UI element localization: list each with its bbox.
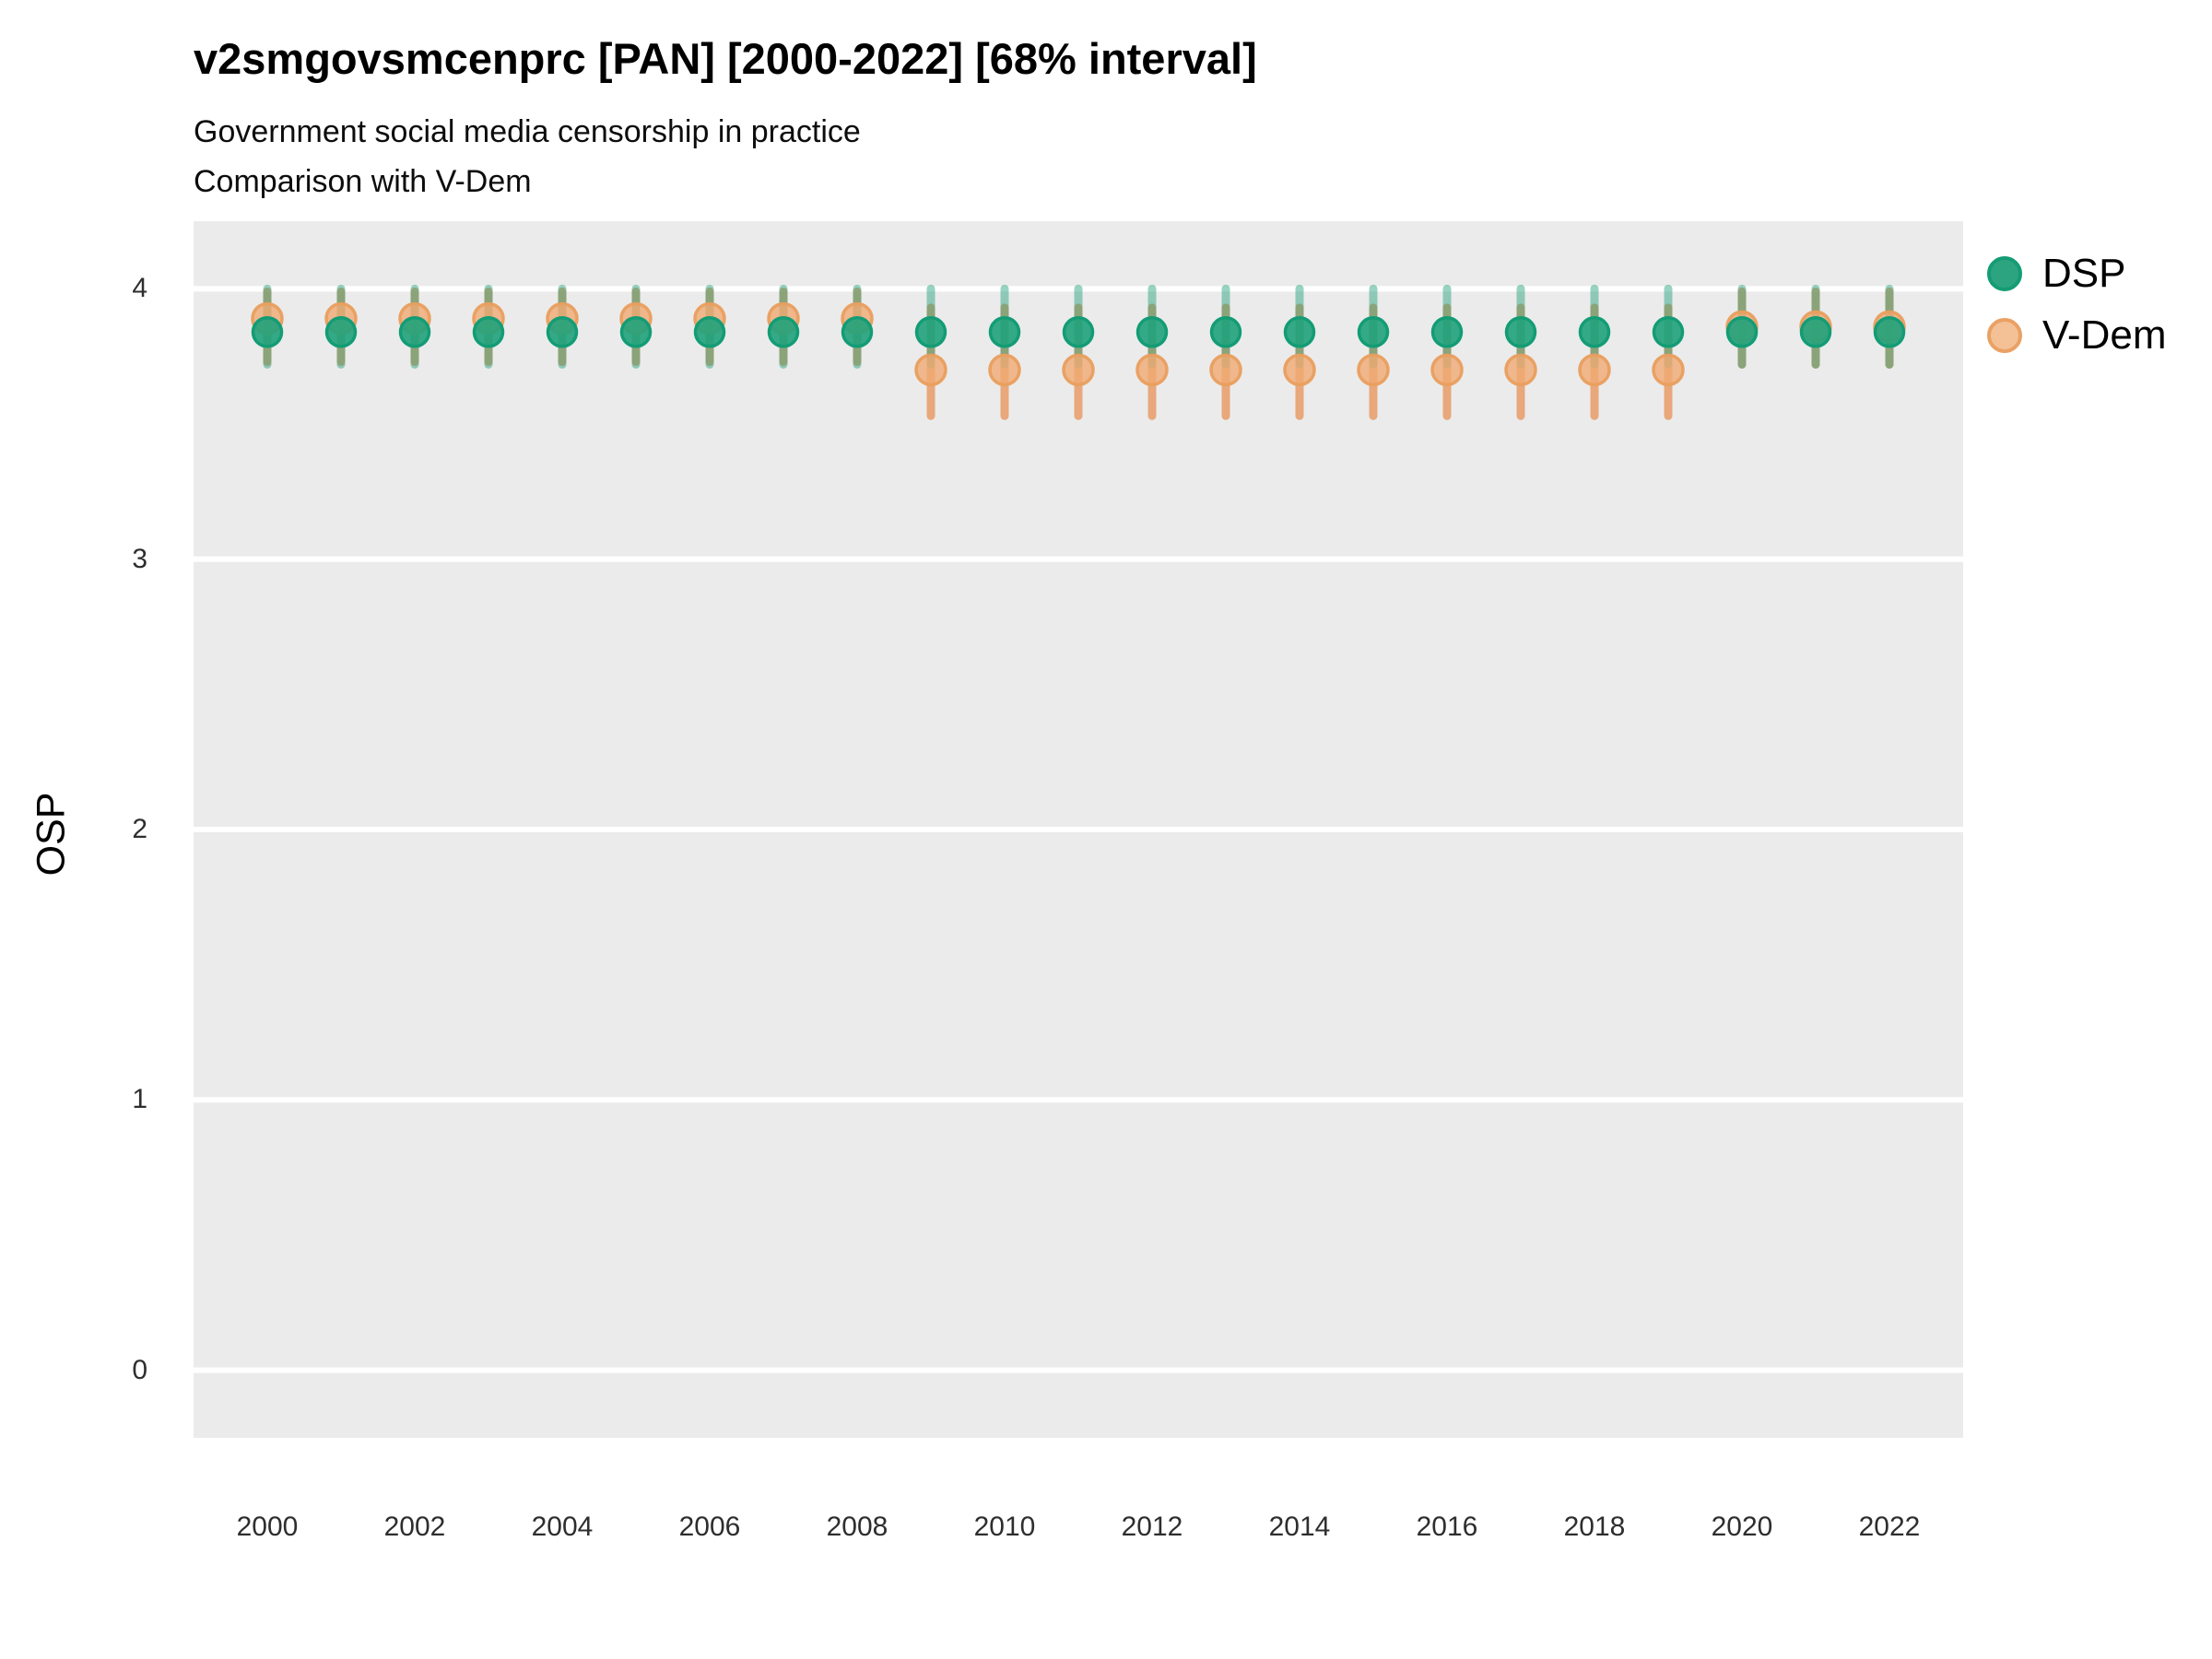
dsp-point-2008 <box>841 316 874 348</box>
dsp-point-2005 <box>619 316 653 348</box>
dsp-point-2003 <box>472 316 505 348</box>
chart-subtitle-line1: Government social media censorship in pr… <box>194 114 861 149</box>
x-tick-label-2002: 2002 <box>383 1512 446 1542</box>
dsp-point-2018 <box>1578 316 1611 348</box>
vdem-point-2013 <box>1209 353 1242 387</box>
y-tick-label-3: 3 <box>132 543 147 574</box>
legend-item-dsp: DSP <box>1987 251 2166 297</box>
y-tick-label-4: 4 <box>132 273 147 304</box>
vdem-point-2018 <box>1578 353 1611 387</box>
dsp-point-2013 <box>1209 316 1242 348</box>
dsp-point-2007 <box>767 316 800 348</box>
dsp-point-2021 <box>1799 316 1832 348</box>
vdem-point-2009 <box>914 353 947 387</box>
vdem-point-2014 <box>1283 353 1316 387</box>
dsp-point-2001 <box>324 316 358 348</box>
dsp-point-2012 <box>1135 316 1169 348</box>
vdem-point-2016 <box>1430 353 1464 387</box>
plot-area-svg <box>194 284 1963 1373</box>
dsp-point-2015 <box>1357 316 1390 348</box>
dsp-point-2002 <box>398 316 431 348</box>
dsp-point-2019 <box>1652 316 1685 348</box>
dsp-point-2022 <box>1873 316 1906 348</box>
x-tick-label-2016: 2016 <box>1416 1512 1478 1542</box>
vdem-point-2019 <box>1652 353 1685 387</box>
dsp-point-2014 <box>1283 316 1316 348</box>
dsp-point-2020 <box>1725 316 1759 348</box>
legend-label-vdem: V-Dem <box>2042 312 2167 358</box>
x-tick-label-2006: 2006 <box>678 1512 741 1542</box>
vdem-point-2012 <box>1135 353 1169 387</box>
x-tick-label-2008: 2008 <box>826 1512 888 1542</box>
vdem-point-2011 <box>1062 353 1095 387</box>
x-tick-label-2004: 2004 <box>531 1512 594 1542</box>
dsp-legend-dot-icon <box>1987 256 2022 291</box>
dsp-point-2006 <box>693 316 726 348</box>
x-tick-label-2014: 2014 <box>1268 1512 1331 1542</box>
dsp-point-2004 <box>546 316 579 348</box>
vdem-point-2010 <box>988 353 1021 387</box>
x-tick-label-2020: 2020 <box>1711 1512 1773 1542</box>
vdem-point-2017 <box>1504 353 1537 387</box>
dsp-point-2011 <box>1062 316 1095 348</box>
y-tick-label-1: 1 <box>132 1084 147 1115</box>
plot-panel <box>194 221 1963 1438</box>
x-tick-label-2000: 2000 <box>236 1512 299 1542</box>
vdem-point-2015 <box>1357 353 1390 387</box>
x-tick-label-2018: 2018 <box>1563 1512 1626 1542</box>
vdem-legend-dot-icon <box>1987 318 2022 353</box>
y-tick-label-2: 2 <box>132 814 147 844</box>
dsp-point-2009 <box>914 316 947 348</box>
dsp-point-2010 <box>988 316 1021 348</box>
x-tick-label-2022: 2022 <box>1858 1512 1921 1542</box>
legend-item-vdem: V-Dem <box>1987 312 2166 359</box>
chart-title: v2smgovsmcenprc [PAN] [2000-2022] [68% i… <box>194 34 1257 83</box>
x-tick-label-2012: 2012 <box>1121 1512 1183 1542</box>
legend: DSP V-Dem <box>1987 251 2166 359</box>
dsp-point-2017 <box>1504 316 1537 348</box>
dsp-point-2000 <box>251 316 284 348</box>
legend-label-dsp: DSP <box>2042 251 2126 296</box>
dsp-point-2016 <box>1430 316 1464 348</box>
chart-subtitle-line2: Comparison with V-Dem <box>194 164 532 199</box>
x-tick-label-2010: 2010 <box>973 1512 1036 1542</box>
y-tick-label-0: 0 <box>132 1354 147 1385</box>
